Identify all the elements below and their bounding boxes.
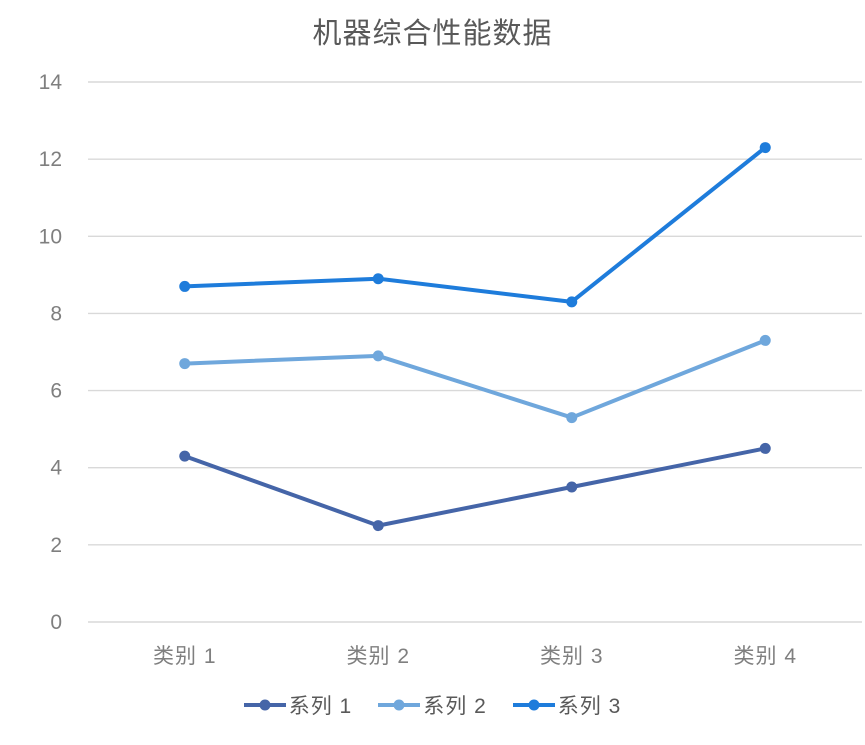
data-point-marker [566, 296, 578, 308]
series-line-3 [179, 142, 771, 308]
data-point-marker [372, 520, 384, 532]
data-point-marker [372, 350, 384, 362]
x-category-label: 类别 2 [346, 645, 410, 668]
series-line-2 [179, 334, 771, 424]
y-tick-label: 4 [50, 457, 62, 480]
y-tick-label: 12 [39, 148, 62, 171]
data-point-marker [566, 412, 578, 424]
y-axis-tick-labels: 0 2 4 6 8 10 12 14 [39, 71, 63, 634]
y-tick-label: 2 [50, 534, 62, 557]
x-category-label: 类别 1 [153, 645, 217, 668]
x-category-label: 类别 4 [733, 645, 797, 668]
series-path [182, 145, 768, 304]
data-point-marker [759, 142, 771, 154]
data-point-marker [566, 481, 578, 493]
plot-area: 0 2 4 6 8 10 12 14 类别 1 类别 2 类别 3 类别 4 [39, 71, 862, 668]
legend-item-1: 系列 1 [243, 690, 353, 720]
legend: 系列 1 系列 2 系列 3 [0, 690, 865, 720]
data-point-marker [372, 273, 384, 285]
series-path [182, 338, 768, 420]
legend-item-2: 系列 2 [378, 690, 487, 720]
legend-marker-icon [243, 699, 286, 711]
legend-item-3: 系列 3 [512, 690, 622, 720]
legend-marker-icon [378, 699, 421, 711]
legend-label: 系列 2 [423, 695, 487, 718]
y-tick-label: 8 [50, 302, 62, 325]
legend-marker-dot [259, 699, 271, 711]
legend-marker-icon [512, 699, 555, 711]
data-point-marker [179, 280, 191, 292]
legend-marker-dot [528, 699, 540, 711]
legend-label: 系列 1 [288, 695, 353, 718]
data-point-marker [759, 442, 771, 454]
y-tick-label: 10 [39, 225, 62, 248]
chart-title: 机器综合性能数据 [312, 18, 553, 50]
series-line-1 [179, 442, 771, 532]
y-tick-label: 0 [50, 611, 62, 634]
data-point-marker [759, 334, 771, 346]
y-tick-label: 6 [50, 380, 62, 403]
x-axis-category-labels: 类别 1 类别 2 类别 3 类别 4 [153, 645, 797, 668]
y-tick-label: 14 [39, 71, 63, 94]
series-path [182, 446, 768, 528]
data-point-marker [179, 358, 191, 370]
legend-label: 系列 3 [557, 695, 622, 718]
data-point-marker [179, 450, 191, 462]
legend-marker-dot [393, 699, 405, 711]
x-category-label: 类别 3 [540, 645, 604, 668]
